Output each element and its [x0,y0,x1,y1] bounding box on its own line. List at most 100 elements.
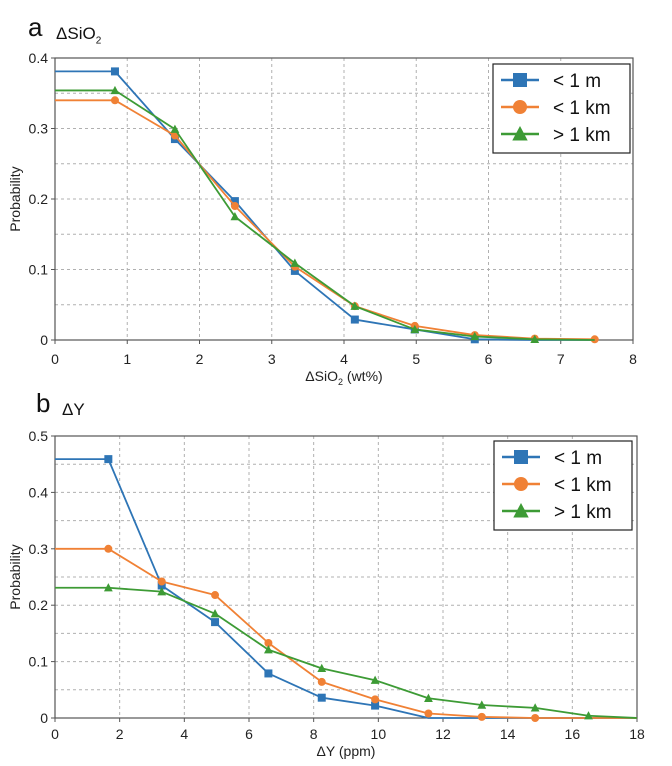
legend: < 1 m < 1 km > 1 km [493,440,633,531]
data-point [424,709,433,718]
y-tick-label: 0.4 [29,484,49,500]
y-tick-label: 0.3 [29,541,49,557]
data-point [317,693,326,702]
chart-panel-b: 0 2 4 6 8 10 12 14 16 18 0 0.1 0.2 0.3 0.4 0.5 ΔY (ppm) P… [7,428,645,759]
x-tick-label: 4 [180,726,188,742]
data-point [290,266,299,275]
x-tick-label: 0 [51,351,59,367]
y-tick-label: 0.2 [29,191,49,207]
panel-b-letter: b [36,388,51,418]
data-point [110,85,120,95]
data-point [477,712,486,721]
data-point [157,577,166,586]
x-tick-label: 12 [435,726,451,742]
x-tick-label: 0 [51,726,59,742]
data-point [350,301,360,310]
series-line [55,89,595,341]
y-tick-label: 0.1 [29,654,49,670]
legend-label: < 1 m [554,448,602,469]
legend-label: > 1 km [554,502,612,523]
data-point [531,714,540,722]
y-axis-label: Probability [7,544,23,609]
legend-label: > 1 km [553,125,611,146]
data-point [230,202,239,211]
y-tick-label: 0 [40,710,48,726]
x-tick-label: 10 [371,726,387,742]
data-point [350,315,359,324]
y-tick-label: 0.1 [29,262,49,278]
x-tick-label: 3 [268,351,276,367]
x-tick-label: 6 [485,351,493,367]
data-point [104,455,113,464]
panel-a-title-text: ΔSiO [56,24,96,43]
data-point [170,124,180,133]
data-point [530,334,540,343]
series-line [55,586,638,719]
panel-a-title-subscript: 2 [95,35,102,47]
data-point [470,331,480,341]
legend-marker [512,125,528,141]
data-point [264,638,273,647]
series-line [55,547,637,719]
y-tick-label: 0.5 [29,428,49,444]
y-tick-label: 0.3 [29,121,49,137]
panel-b-title: ΔY [62,400,85,419]
series-line [55,70,595,341]
panel-a-letter: a [28,12,43,42]
x-tick-label: 16 [565,726,581,742]
y-tick-label: 0.4 [29,50,49,66]
legend-marker [513,73,527,87]
data-point [210,609,220,618]
data-point [110,67,119,76]
data-point [211,618,220,627]
data-point [584,711,593,720]
data-point [290,258,300,267]
data-point [371,695,380,704]
panel-a-title: ΔSiO2 [56,24,101,46]
data-point [110,96,119,105]
data-point [230,212,240,221]
data-point [370,675,380,684]
x-tick-label: 2 [196,351,204,367]
legend-marker [514,477,528,491]
series-2 [55,583,638,720]
legend-marker [514,450,528,464]
data-point [371,701,380,710]
y-axis-label: Probability [7,166,23,231]
data-point [230,197,239,206]
y-tick-label: 0 [40,332,48,348]
x-axis-label: ΔY (ppm) [317,743,376,759]
legend-marker [513,502,529,518]
legend-label: < 1 m [553,71,601,92]
legend-marker [513,100,527,114]
data-point [424,693,433,702]
data-point [264,645,273,654]
x-tick-label: 14 [500,726,516,742]
x-tick-label: 2 [116,726,124,742]
x-tick-label: 6 [245,726,253,742]
legend-label: < 1 km [553,98,611,119]
data-point [211,591,220,600]
x-tick-label: 8 [629,351,637,367]
series-2 [55,85,595,343]
chart-panel-a: 0 1 2 3 4 5 6 7 8 0 0.1 0.2 0.3 0.4 ΔSiO2 (wt%) Probabi… [7,50,637,387]
data-point [477,700,487,709]
x-tick-label: 18 [629,726,645,742]
data-point [103,583,113,592]
x-tick-label: 7 [557,351,565,367]
data-point [104,544,113,553]
series-line [55,99,595,341]
data-point [157,587,167,596]
data-point [410,324,420,334]
data-point [530,703,540,712]
x-axis-label: ΔSiO2 (wt%) [305,368,382,387]
legend: < 1 m < 1 km > 1 km [492,63,631,154]
data-point [317,677,326,686]
legend-label: < 1 km [554,475,612,496]
plot-frame [54,435,638,719]
series-1 [55,96,599,344]
x-tick-label: 8 [310,726,318,742]
x-tick-label: 4 [340,351,348,367]
x-tick-label: 5 [412,351,420,367]
